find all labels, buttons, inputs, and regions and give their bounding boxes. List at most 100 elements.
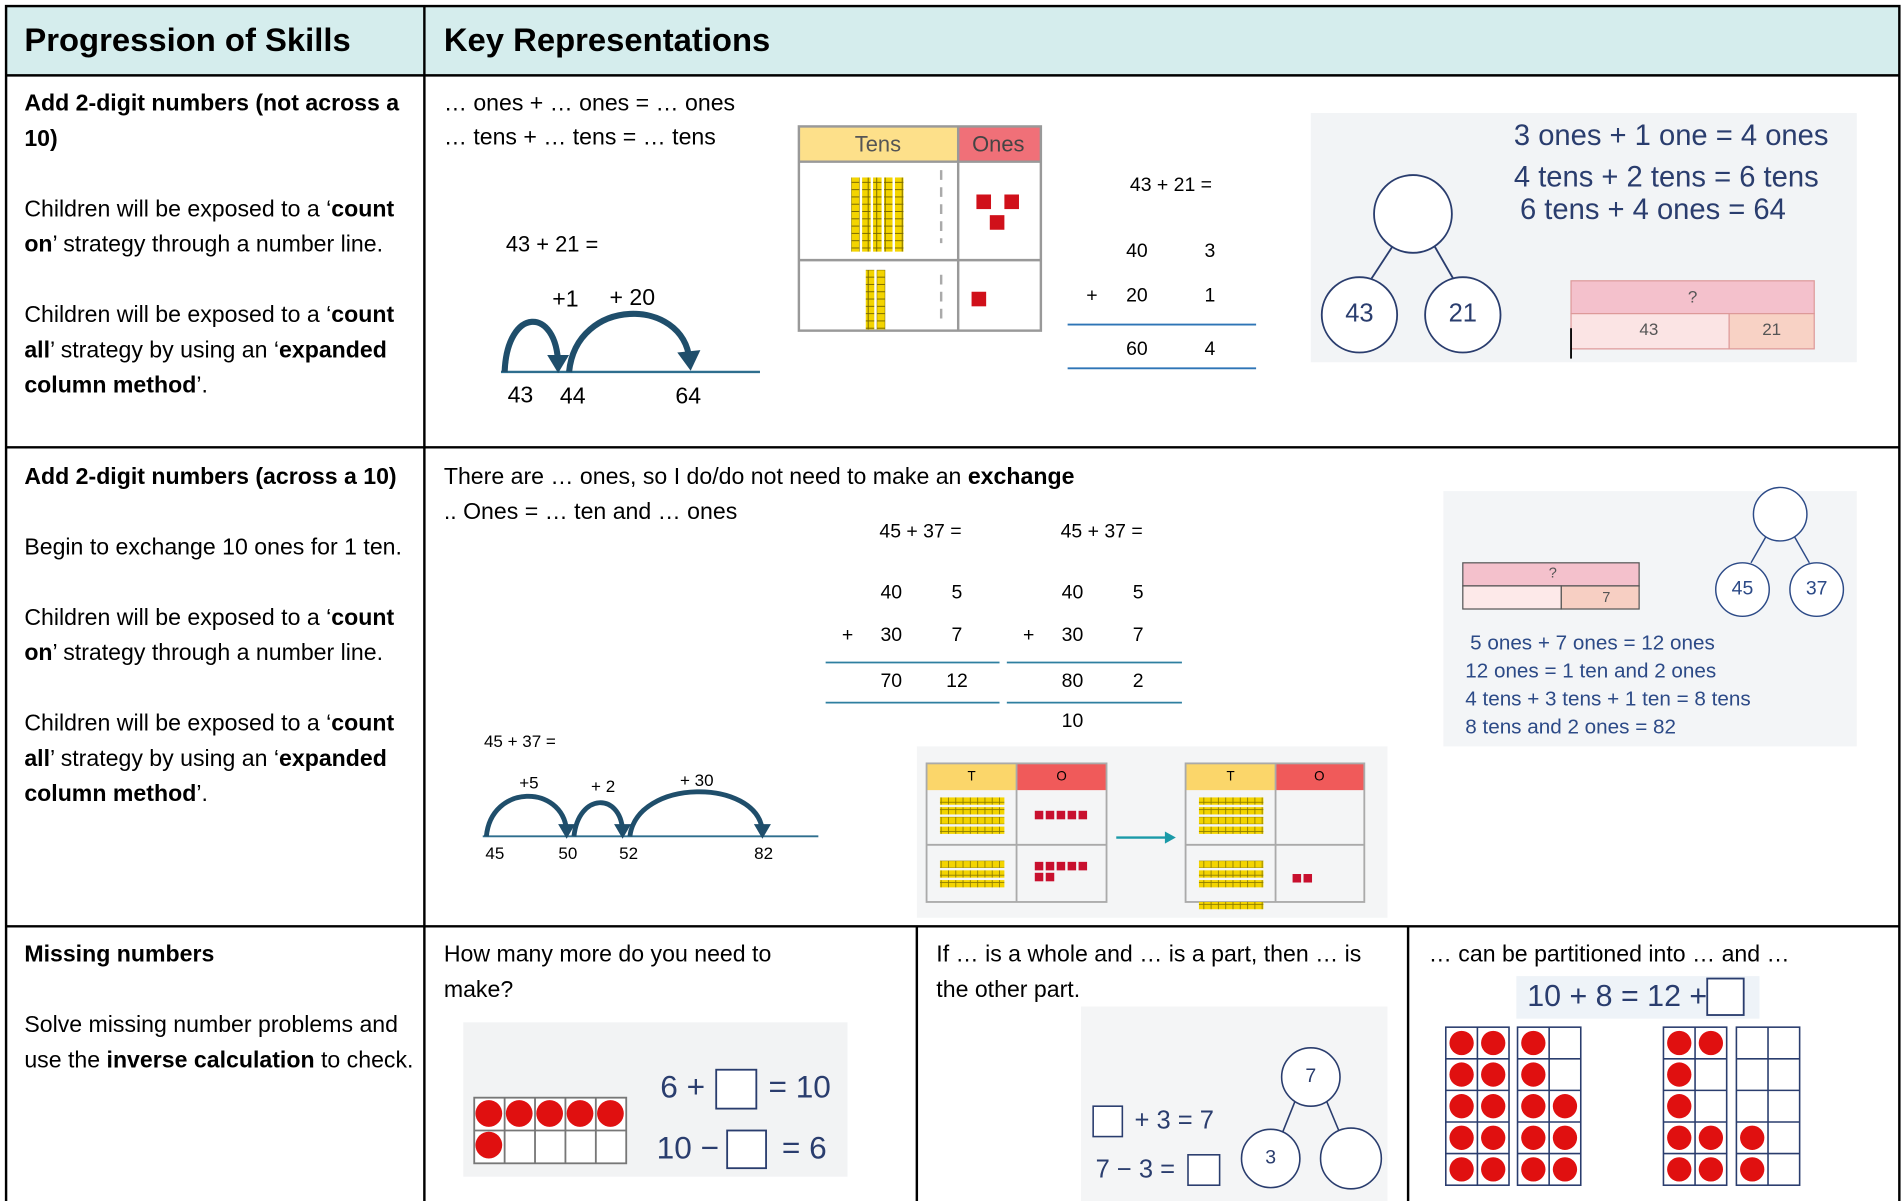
diagram-label: T [967, 768, 975, 783]
text: ’ strategy through a number line. [52, 640, 384, 667]
skill-title: Missing numbers [24, 937, 413, 972]
paragraph: Children will be exposed to a ‘count all… [24, 706, 413, 812]
diagram-label: O [1314, 768, 1324, 783]
shape [939, 880, 1005, 888]
bold-text: count on [24, 196, 395, 258]
diagram-label: 7 − 3 = [1096, 1155, 1175, 1183]
diagram-label: + 2 [591, 777, 615, 796]
shape [475, 1131, 503, 1159]
diagram-label: 45 [1732, 578, 1754, 600]
diagram-label: 45 + 37 = [484, 732, 556, 751]
bold-text: count on [24, 605, 395, 667]
diagram-label: 40 [1062, 581, 1084, 603]
prompt: If … is a whole and … is a part, then … … [936, 937, 1388, 1008]
column-lines [825, 661, 1182, 704]
diagram-label: 45 + 37 = [1061, 521, 1143, 543]
counter [1521, 1125, 1546, 1150]
shape [958, 126, 1041, 162]
text: ’ strategy by using an ‘ [50, 337, 280, 364]
diagram-label: 12 ones = 1 ten and 2 ones [1465, 660, 1716, 683]
shape [1198, 860, 1264, 868]
bold-text: exchange [967, 464, 1075, 490]
diagram-label: 10 − [657, 1129, 719, 1165]
diagram-label: 3 [1204, 240, 1215, 262]
shape [862, 177, 871, 252]
bold-text: Missing numbers [24, 942, 215, 968]
column-lines [1067, 323, 1257, 370]
bar-model-panel [1443, 486, 1857, 747]
place-value-chart [797, 125, 1043, 332]
diagram-label: 43 [508, 381, 534, 407]
group [715, 1068, 767, 1170]
skill-title: Add 2-digit numbers (across a 10) [24, 459, 413, 494]
shape [976, 194, 992, 210]
shape [1280, 1047, 1341, 1107]
shape [566, 1100, 594, 1127]
diagram-label: 60 [1126, 338, 1148, 360]
diagram-label: + [1023, 624, 1034, 646]
diagram-label: 7 [1305, 1065, 1316, 1087]
shape [939, 870, 1005, 878]
diagram-label: + 3 = 7 [1135, 1107, 1214, 1135]
shape [1198, 807, 1264, 815]
text: ’ strategy through a number line. [52, 232, 384, 258]
counter [1740, 1125, 1765, 1150]
diagram-label: + 20 [610, 284, 656, 310]
diagram-label: 2 [1133, 670, 1144, 692]
shape [865, 269, 875, 330]
bold-text: Add 2-digit numbers (across a 10) [24, 464, 397, 490]
sentence-stem: .. Ones = … ten and … ones [444, 495, 1174, 530]
group [475, 1100, 624, 1159]
diagram-label: = 6 [782, 1129, 827, 1165]
shape [566, 310, 693, 373]
diagram-label: 1 [1204, 285, 1215, 307]
shape [1198, 880, 1264, 888]
shape [1789, 562, 1845, 618]
part-whole-panel [1310, 113, 1857, 363]
counter [1481, 1125, 1506, 1150]
shape [677, 350, 701, 371]
diagram-label: T [1226, 768, 1234, 783]
diagram-label: 50 [558, 844, 577, 863]
skill-cell: Add 2-digit numbers (not across a 10) Chi… [24, 86, 413, 403]
bold-text: expanded column method [24, 746, 387, 808]
shape [1794, 536, 1810, 564]
diagram-label: 4 tens + 2 tens = 6 tens [1514, 161, 1819, 193]
counter [1667, 1125, 1692, 1150]
diagram-label: + 30 [680, 771, 714, 790]
shape [1198, 870, 1264, 878]
shape [797, 125, 1043, 332]
shape [501, 318, 562, 373]
shape [1045, 810, 1055, 820]
shape [1067, 810, 1077, 820]
shape [536, 1100, 563, 1127]
text: Begin to exchange 10 ones for 1 ten. [24, 534, 402, 561]
diagram-label: 82 [754, 844, 773, 863]
counter [1481, 1157, 1506, 1182]
shape [926, 763, 1017, 791]
shape [1198, 816, 1264, 825]
skill-cell: Missing numbers Solve missing number prob… [24, 937, 413, 1078]
group [1034, 810, 1313, 883]
shape [1034, 872, 1044, 882]
counter [1521, 1062, 1546, 1087]
shape [1034, 810, 1044, 820]
shape [753, 824, 771, 839]
counter [1481, 1062, 1506, 1087]
group [1320, 174, 1502, 354]
text: There are … ones, so I do/do not need to… [443, 464, 968, 490]
shape [851, 177, 860, 252]
skill-cell: Add 2-digit numbers (across a 10) Begin t… [24, 459, 413, 812]
diagram-label: 80 [1062, 670, 1084, 692]
shape [971, 291, 987, 307]
bold-text: count all [24, 711, 395, 772]
counter [1698, 1030, 1724, 1056]
counter [1552, 1157, 1578, 1182]
diagram-label: 30 [1062, 624, 1084, 646]
counter [1449, 1094, 1474, 1119]
diagram-label: 52 [619, 844, 638, 863]
diagram-label: 7 [1602, 590, 1610, 606]
shape [726, 1129, 767, 1170]
shape [1056, 861, 1066, 871]
counter [1667, 1062, 1692, 1087]
